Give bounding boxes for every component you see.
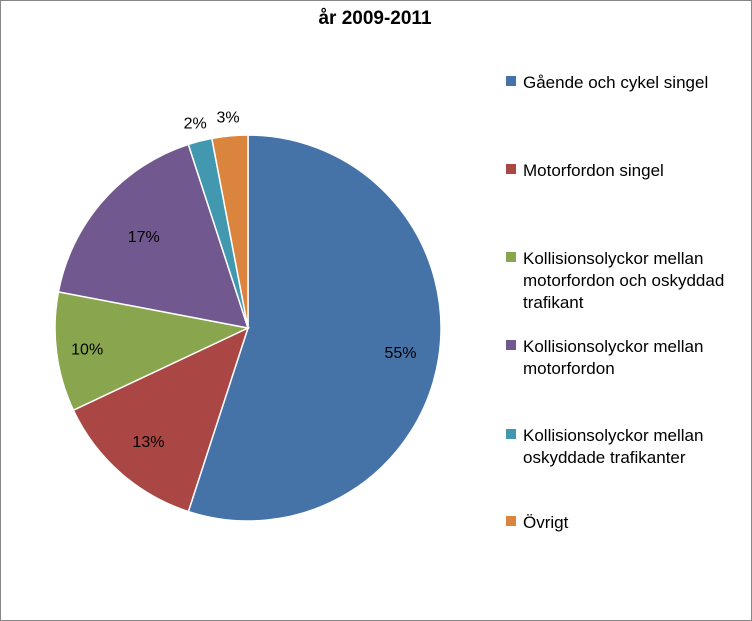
legend-swatch xyxy=(506,252,516,262)
pie-slice-ovrigt xyxy=(210,134,249,329)
legend-swatch xyxy=(506,429,516,439)
legend-label: Motorfordon singel xyxy=(523,161,664,180)
legend-label: Kollisionsolyckor mellan motorfordon xyxy=(523,337,704,378)
legend-label: Kollisionsolyckor mellan motorfordon och… xyxy=(523,249,725,312)
legend-item-gaende-cykel-singel: Gående och cykel singel xyxy=(506,72,738,94)
pie-slices xyxy=(54,134,442,522)
legend-item-motorfordon-singel: Motorfordon singel xyxy=(506,160,738,182)
data-label-ovrigt: 3% xyxy=(216,110,239,127)
data-label-kollision-motorfordon-oskyddad: 10% xyxy=(71,341,103,358)
legend-swatch xyxy=(506,76,516,86)
pie-slice-kollision-motorfordon-oskyddad xyxy=(54,290,251,412)
legend-label: Övrigt xyxy=(523,513,569,532)
pie-slice-gaende-cykel-singel xyxy=(187,134,442,522)
legend-item-kollision-oskyddade: Kollisionsolyckor mellan oskyddade trafi… xyxy=(506,425,738,469)
data-label-kollision-oskyddade: 2% xyxy=(184,115,207,132)
data-label-motorfordon-singel: 13% xyxy=(132,434,164,451)
pie-slice-motorfordon-singel xyxy=(72,326,250,513)
legend-item-kollision-motorfordon: Kollisionsolyckor mellan motorfordon xyxy=(506,336,738,380)
legend-swatch xyxy=(506,164,516,174)
data-label-gaende-cykel-singel: 55% xyxy=(384,345,416,362)
legend-label: Gående och cykel singel xyxy=(523,73,709,92)
pie-data-labels: 55% 13% 10% 17% 2% 3% xyxy=(71,110,416,451)
legend-swatch xyxy=(506,340,516,350)
legend-item-ovrigt: Övrigt xyxy=(506,512,738,534)
chart-title: år 2009-2011 xyxy=(318,8,432,29)
data-label-kollision-motorfordon: 17% xyxy=(128,229,160,246)
legend-swatch xyxy=(506,516,516,526)
legend-item-kollision-motorfordon-oskyddad: Kollisionsolyckor mellan motorfordon och… xyxy=(506,248,738,314)
legend-label: Kollisionsolyckor mellan oskyddade trafi… xyxy=(523,426,704,467)
pie-slice-kollision-motorfordon xyxy=(57,143,250,329)
